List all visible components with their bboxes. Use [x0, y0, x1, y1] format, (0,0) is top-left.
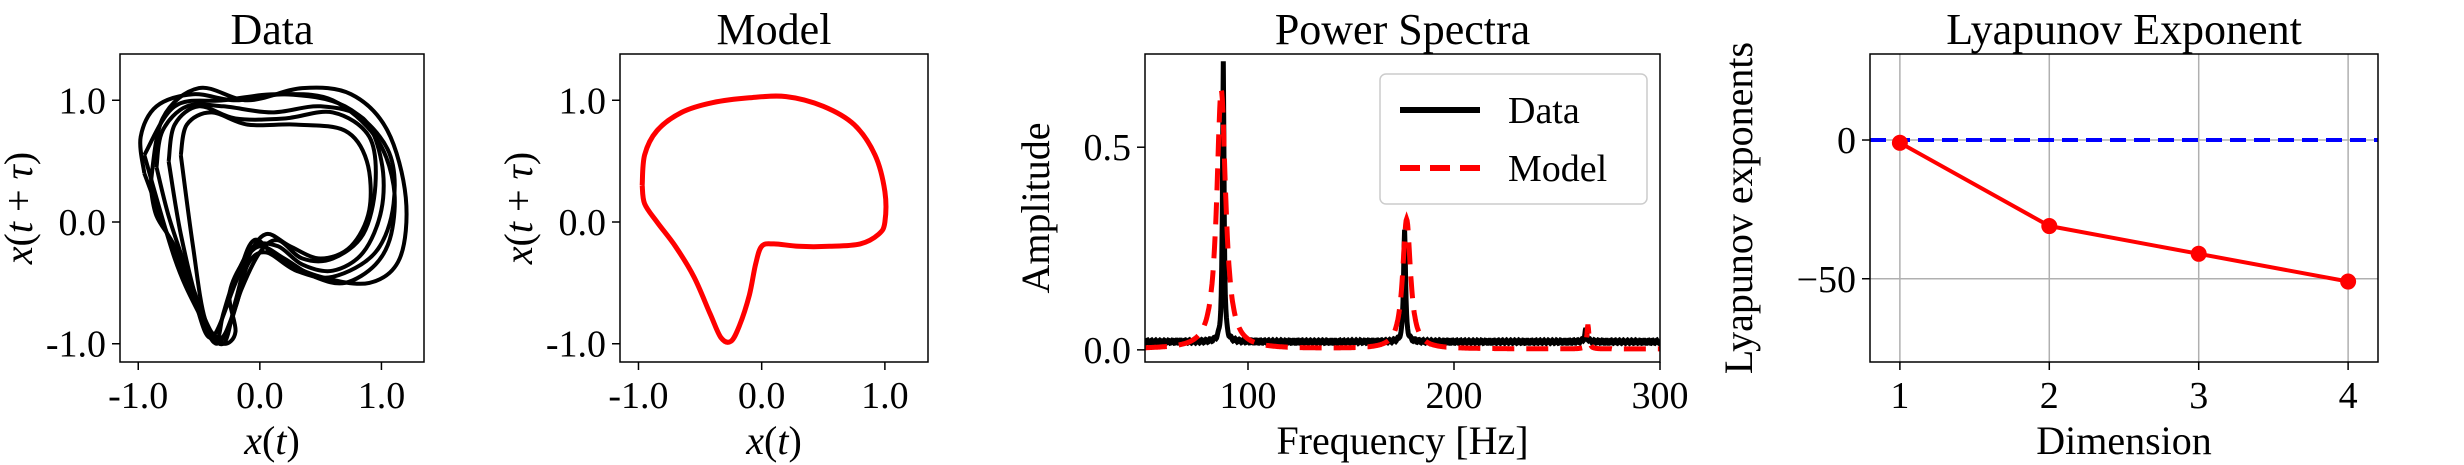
- x-tick-label: 1: [1890, 375, 1909, 417]
- axis-label-part: ): [496, 152, 541, 165]
- y-axis-label: x(t + τ): [496, 152, 541, 265]
- data-point-marker: [2340, 273, 2357, 290]
- x-tick-label: 100: [1220, 375, 1277, 417]
- axis-label-part: x: [243, 418, 262, 463]
- axis-label-part: τ: [496, 163, 541, 179]
- y-axis-label: Lyapunov exponents: [1716, 42, 1761, 374]
- axis-label-part: t: [0, 221, 41, 233]
- data-point-marker: [2190, 245, 2207, 262]
- x-tick-label: 1.0: [358, 375, 406, 417]
- chart-panel-4: 1 2 3 4 −50 0 Lyapunov Exponent Dimension Lyapun…: [1716, 5, 2379, 463]
- x-axis-label: Frequency [Hz]: [1276, 418, 1528, 463]
- legend-label: Data: [1508, 90, 1580, 132]
- axes-frame: [1869, 53, 2379, 363]
- y-tick-label: 0.0: [559, 202, 607, 244]
- y-tick-label: 0.0: [1084, 330, 1132, 372]
- y-tick-label: 1.0: [559, 80, 607, 122]
- chart-panel-3: 100 200 300 0.0 0.5 Power Spectra Frequency [H…: [1013, 5, 1689, 463]
- y-tick-label: 0: [1837, 120, 1856, 162]
- plot-area: [1870, 138, 2378, 284]
- axis-label-part: (: [262, 418, 275, 463]
- x-axis-label: x(t): [745, 418, 802, 463]
- x-tick-label: -1.0: [108, 375, 168, 417]
- axis-label-part: ): [0, 152, 41, 165]
- axis-label-part: x: [745, 418, 764, 463]
- legend-label: Model: [1508, 148, 1607, 190]
- x-tick-label: 3: [2189, 375, 2208, 417]
- plot-area: [1145, 61, 1660, 352]
- data-point-marker: [1891, 134, 1908, 151]
- x-axis-label: Dimension: [2036, 418, 2212, 463]
- axis-label-part: (: [0, 233, 41, 246]
- trajectory-line-4: [148, 85, 409, 340]
- x-tick-label: 1.0: [861, 375, 909, 417]
- x-tick-label: 300: [1632, 375, 1689, 417]
- axes-frame: [119, 53, 425, 363]
- chart-title: Model: [717, 5, 832, 54]
- x-tick-label: 0.0: [738, 375, 786, 417]
- series-line-data: [1145, 61, 1660, 347]
- trajectory-line-6: [142, 92, 397, 346]
- x-tick-label: 200: [1426, 375, 1483, 417]
- trajectory-line-1: [639, 93, 889, 345]
- x-tick-label: 0.0: [236, 375, 284, 417]
- axis-label-part: +: [496, 179, 541, 222]
- y-axis-label: Amplitude: [1013, 122, 1058, 293]
- y-tick-label: 0.5: [1084, 127, 1132, 169]
- chart-title: Lyapunov Exponent: [1946, 5, 2302, 54]
- y-tick-label: 1.0: [59, 80, 107, 122]
- series-line-model: [1145, 89, 1660, 352]
- axis-label-part: +: [0, 179, 41, 222]
- axis-label-part: t: [496, 221, 541, 233]
- y-tick-label: -1.0: [546, 324, 606, 366]
- chart-title: Power Spectra: [1275, 5, 1530, 54]
- axis-label-part: ): [788, 418, 801, 463]
- y-tick-label: −50: [1797, 259, 1856, 301]
- plot-area: [138, 85, 409, 347]
- axes-frame: [619, 53, 929, 363]
- x-axis-label: x(t): [243, 418, 300, 463]
- axis-label-part: τ: [0, 163, 41, 179]
- legend-box: [1379, 73, 1648, 205]
- y-tick-label: -1.0: [46, 324, 106, 366]
- chart-title: Data: [230, 5, 313, 54]
- legend: Data Model: [1379, 73, 1648, 205]
- y-axis-label: x(t + τ): [0, 152, 41, 265]
- data-point-marker: [2041, 218, 2058, 235]
- axis-label-part: t: [275, 418, 287, 463]
- axis-label-part: (: [496, 233, 541, 246]
- axis-label-part: ): [286, 418, 299, 463]
- axis-label-part: t: [777, 418, 789, 463]
- x-tick-label: 2: [2040, 375, 2059, 417]
- axis-label-part: (: [764, 418, 777, 463]
- y-tick-label: 0.0: [59, 202, 107, 244]
- trajectory-line-5: [178, 110, 373, 347]
- plot-area: [639, 93, 889, 345]
- axis-label-part: x: [0, 246, 41, 265]
- trajectory-line-1: [1898, 141, 2349, 284]
- axes-frame: [1144, 53, 1661, 363]
- x-tick-label: -1.0: [608, 375, 668, 417]
- axis-label-part: x: [496, 246, 541, 265]
- x-tick-label: 4: [2339, 375, 2358, 417]
